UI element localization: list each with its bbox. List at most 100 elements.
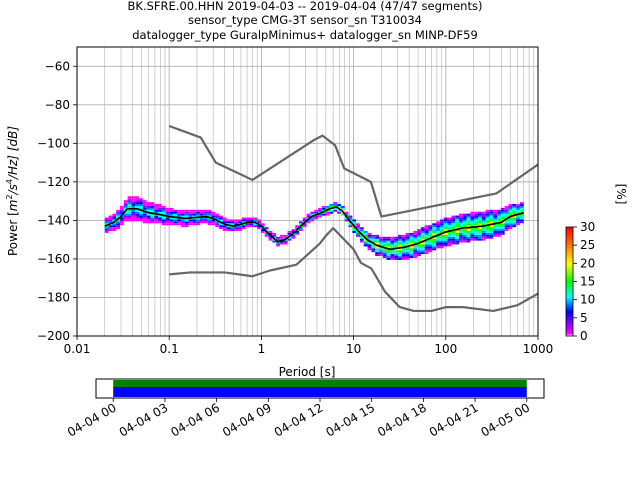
mean-psd-line xyxy=(104,206,524,251)
density-cell xyxy=(268,238,273,241)
density-cell xyxy=(451,221,456,224)
density-cell xyxy=(180,223,185,226)
density-cell xyxy=(234,227,239,230)
density-cell xyxy=(314,217,319,220)
density-cell xyxy=(462,234,467,237)
density-cell xyxy=(180,225,185,228)
density-cell xyxy=(150,207,155,210)
density-cell xyxy=(481,217,486,220)
density-cell xyxy=(516,221,520,224)
density-cell xyxy=(207,215,212,218)
density-cell xyxy=(401,238,406,241)
density-cell xyxy=(253,219,258,222)
density-cell xyxy=(504,229,509,231)
x-tick-label: 1 xyxy=(258,342,266,356)
density-cell xyxy=(299,229,303,231)
density-cell xyxy=(519,213,524,216)
colorbar: 0 5 10 15 20 25 30 [%] xyxy=(565,184,628,343)
density-cell xyxy=(485,215,490,218)
density-cell xyxy=(508,209,513,212)
density-cell xyxy=(497,219,501,222)
density-cell xyxy=(420,232,425,235)
density-cell xyxy=(390,244,395,247)
density-cell xyxy=(123,217,128,220)
density-cell xyxy=(420,234,425,237)
density-cell xyxy=(180,219,185,222)
density-cell xyxy=(413,234,418,237)
density-cell xyxy=(367,248,372,251)
density-cell xyxy=(291,229,296,231)
density-cell xyxy=(497,229,501,231)
density-cell xyxy=(436,223,440,226)
psd-plot: 0.01 0.1 1 10 100 1000 −60 −80 −100 −120 −140 −160… xyxy=(5,46,553,379)
density-cell xyxy=(447,244,452,247)
density-cell xyxy=(135,215,140,218)
density-cell xyxy=(439,227,444,230)
density-cell xyxy=(241,217,246,220)
density-cell xyxy=(439,221,444,224)
density-cell xyxy=(417,238,421,241)
density-cell xyxy=(500,211,505,214)
density-cell xyxy=(493,229,498,231)
density-cell xyxy=(382,240,387,243)
density-cell xyxy=(226,227,231,230)
density-cell xyxy=(428,225,433,228)
density-cell xyxy=(108,217,113,220)
density-cell xyxy=(398,250,402,253)
density-cell xyxy=(420,246,425,249)
density-cell xyxy=(470,223,475,226)
density-cell xyxy=(196,219,200,222)
density-cell xyxy=(493,234,498,237)
density-cell xyxy=(363,240,368,243)
density-cell xyxy=(142,204,147,206)
density-cell xyxy=(519,217,524,220)
density-cell xyxy=(462,217,467,220)
density-cell xyxy=(184,213,189,216)
density-cell xyxy=(150,217,155,220)
density-cell xyxy=(249,217,254,220)
density-cell xyxy=(439,225,444,228)
density-cell xyxy=(504,221,509,224)
density-cell xyxy=(436,246,440,249)
density-cell xyxy=(478,221,482,224)
density-cell xyxy=(139,200,143,203)
density-cell xyxy=(359,229,364,231)
density-cell xyxy=(508,211,513,214)
density-cell xyxy=(184,209,189,212)
timeline-tick-label: 04-04 09 xyxy=(220,400,274,439)
density-cell xyxy=(139,204,143,206)
density-cell xyxy=(474,219,479,222)
density-cell xyxy=(432,227,437,230)
density-cell xyxy=(428,250,433,253)
density-cell xyxy=(146,204,151,206)
density-cell xyxy=(192,215,197,218)
density-cell xyxy=(458,213,463,216)
density-cell xyxy=(173,211,178,214)
density-cell xyxy=(420,250,425,253)
density-cell xyxy=(356,223,360,226)
density-cell xyxy=(439,242,444,245)
density-cell xyxy=(367,246,372,249)
density-cell xyxy=(146,202,151,205)
density-cell xyxy=(386,254,391,257)
density-cell xyxy=(279,240,284,243)
colorbar-tick-label: 30 xyxy=(580,220,595,234)
density-cell xyxy=(310,219,315,222)
density-cell xyxy=(264,232,269,235)
density-cell xyxy=(481,236,486,239)
density-cell xyxy=(230,227,235,230)
density-cell xyxy=(116,221,120,224)
density-cell xyxy=(127,217,132,220)
density-cell xyxy=(139,207,143,210)
density-cell xyxy=(158,217,162,220)
colorbar-tick-label: 15 xyxy=(580,275,595,289)
density-cell xyxy=(485,236,490,239)
density-cell xyxy=(382,250,387,253)
density-cell xyxy=(165,217,170,220)
density-cell xyxy=(500,215,505,218)
density-cell xyxy=(401,256,406,258)
density-cell xyxy=(375,234,379,237)
density-cell xyxy=(104,230,109,233)
density-cell xyxy=(344,211,349,214)
density-cell xyxy=(161,211,166,214)
